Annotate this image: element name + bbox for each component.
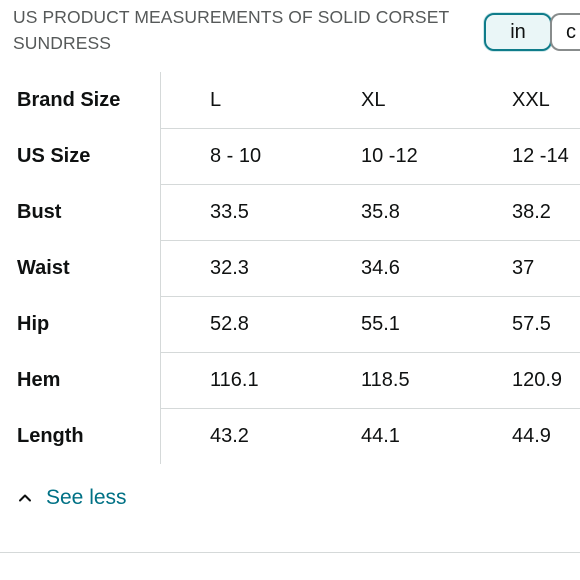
table-row: US Size 8 - 10 10 -12 12 -14 [0, 128, 580, 184]
unit-centimeters-button[interactable]: c [550, 13, 580, 51]
table-cell: 12 -14 [512, 145, 569, 167]
table-row: Hem 116.1 118.5 120.9 [0, 352, 580, 408]
table-row: Bust 33.5 35.8 38.2 [0, 184, 580, 240]
table-cell: 57.5 [512, 313, 551, 335]
table-row: Brand Size L XL XXL [0, 72, 580, 128]
row-header: Bust [17, 201, 62, 223]
table-row: Hip 52.8 55.1 57.5 [0, 296, 580, 352]
column-divider [160, 72, 161, 464]
table-cell: 38.2 [512, 201, 551, 223]
table-cell: 116.1 [210, 369, 259, 391]
table-cell: 118.5 [361, 369, 410, 391]
row-header: Brand Size [17, 89, 121, 111]
see-less-link[interactable]: See less [18, 486, 127, 510]
table-row: Length 43.2 44.1 44.9 [0, 408, 580, 464]
size-chart-table: Brand Size L XL XXL US Size 8 - 10 10 -1… [0, 72, 580, 464]
table-cell: 37 [512, 257, 535, 279]
table-cell: 44.1 [361, 425, 400, 447]
table-cell: 34.6 [361, 257, 400, 279]
table-cell: 32.3 [210, 257, 249, 279]
table-cell: L [210, 89, 222, 111]
table-cell: 10 -12 [361, 145, 418, 167]
row-header: Waist [17, 257, 70, 279]
row-header: Hem [17, 369, 61, 391]
table-cell: 43.2 [210, 425, 249, 447]
unit-toggle: in c [484, 13, 580, 55]
table-cell: XXL [512, 89, 550, 111]
table-cell: 8 - 10 [210, 145, 262, 167]
divider [0, 552, 580, 553]
chevron-up-icon [19, 494, 31, 502]
row-header: US Size [17, 145, 91, 167]
row-header: Hip [17, 313, 50, 335]
table-cell: 33.5 [210, 201, 249, 223]
table-cell: 120.9 [512, 369, 563, 391]
table-cell: 35.8 [361, 201, 400, 223]
see-less-label: See less [46, 486, 127, 509]
table-cell: 44.9 [512, 425, 551, 447]
table-cell: 52.8 [210, 313, 249, 335]
table-cell: XL [361, 89, 386, 111]
unit-inches-button[interactable]: in [484, 13, 552, 51]
table-cell: 55.1 [361, 313, 400, 335]
section-title: US PRODUCT MEASUREMENTS OF SOLID CORSET … [13, 7, 449, 53]
table-row: Waist 32.3 34.6 37 [0, 240, 580, 296]
row-header: Length [17, 425, 84, 447]
